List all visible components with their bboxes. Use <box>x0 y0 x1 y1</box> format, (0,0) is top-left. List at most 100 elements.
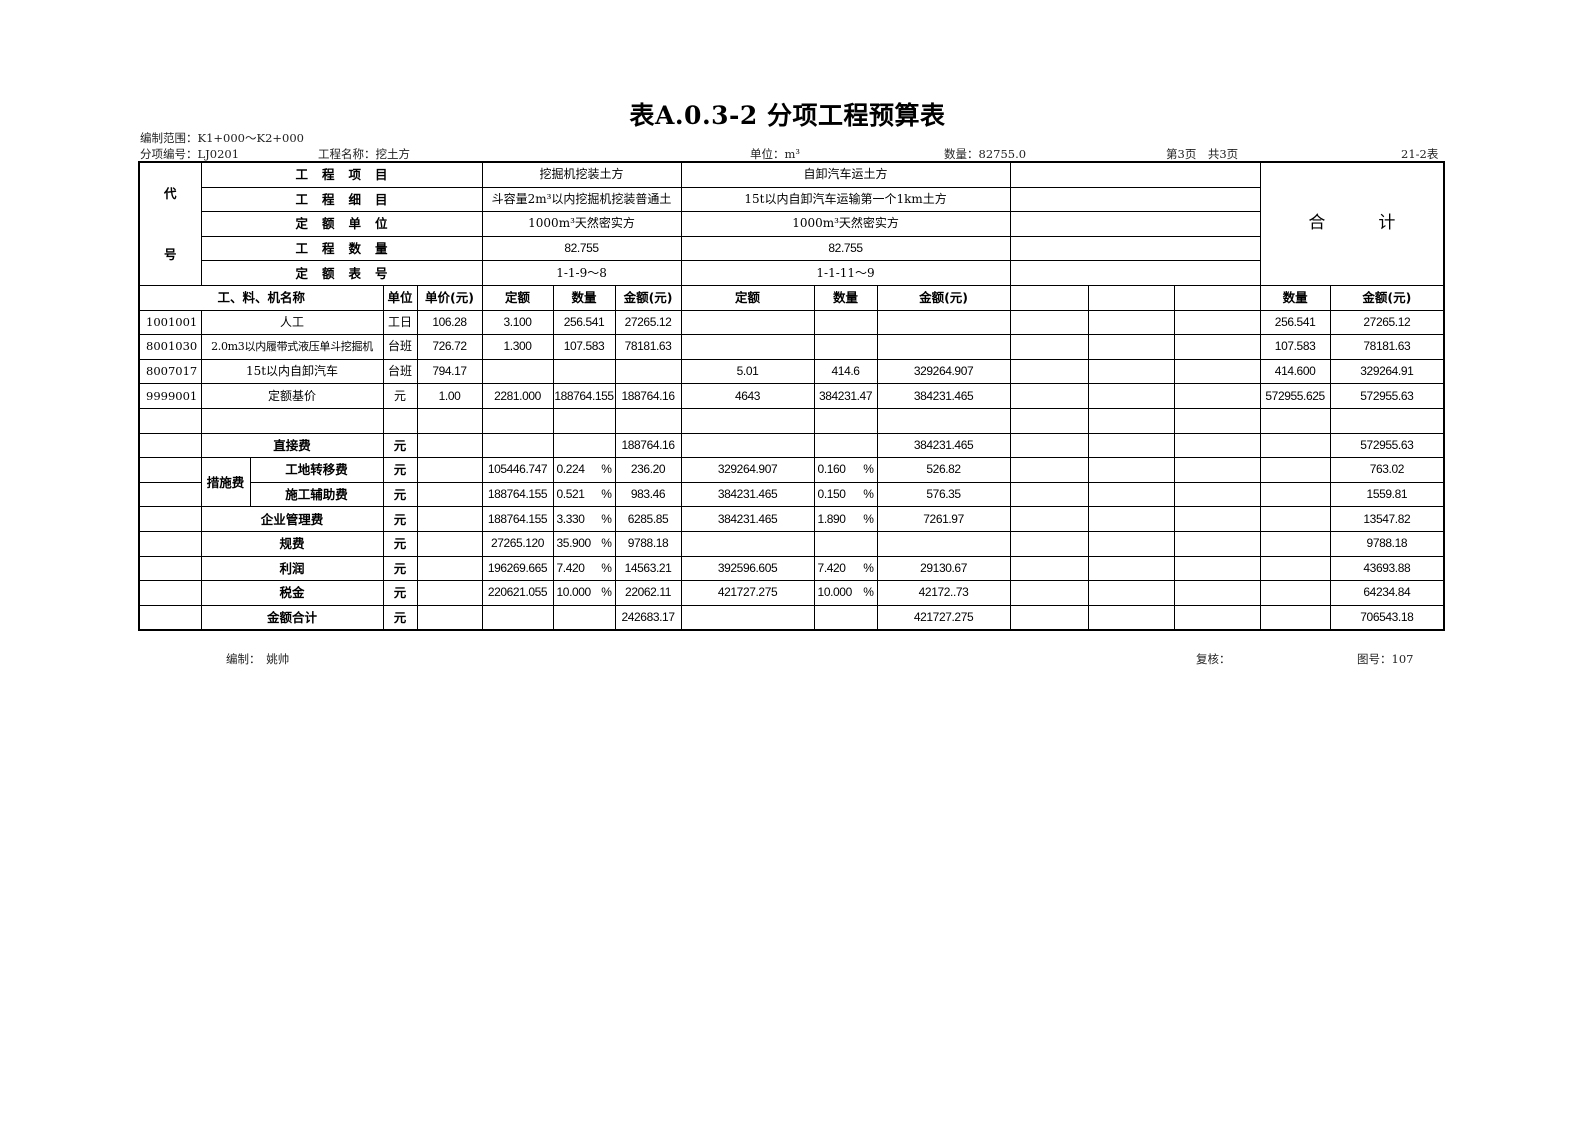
fee-b-rate <box>813 432 878 459</box>
fee-label: 利润 <box>200 555 384 582</box>
fee-label: 金额合计 <box>200 604 384 631</box>
empty <box>416 555 483 582</box>
item-a-qty: 188764.155 <box>552 383 616 409</box>
header-empty <box>1009 161 1261 188</box>
empty <box>1009 580 1089 606</box>
fee-label: 直接费 <box>200 432 384 459</box>
table-row: 9999001 定额基价元 1.00 2281.000 188764.155 188764… <box>138 383 1445 409</box>
item-b-amount <box>876 309 1011 336</box>
empty <box>1259 506 1331 532</box>
empty <box>1009 432 1089 459</box>
fee-b-amount: 7261.97 <box>876 506 1011 532</box>
item-b-qty <box>813 309 878 336</box>
item-b-amount: 329264.907 <box>876 358 1011 385</box>
percent-sign: % <box>601 462 612 477</box>
item-total-qty: 414.600 <box>1259 358 1331 385</box>
item-b-qty: 384231.47 <box>813 383 878 409</box>
fee-total-amount: 706543.18 <box>1329 604 1445 631</box>
empty <box>416 481 483 508</box>
empty <box>1009 407 1089 434</box>
header-row: 工程细目 斗容量2m³以内挖掘机挖装普通土 15t以内自卸汽车运输第一个1km土方 <box>139 186 1444 213</box>
fee-b-rate: 0.160% <box>813 457 878 483</box>
fee-b-rate <box>813 530 878 557</box>
fee-b-amount: 29130.67 <box>876 555 1011 582</box>
fee-b-base: 329264.907 <box>680 457 815 483</box>
item-a-amount: 188764.16 <box>614 383 682 409</box>
header-value-a: 挖掘机挖装土方 <box>481 161 682 188</box>
empty <box>1009 481 1089 508</box>
fee-a-base: 188764.155 <box>481 506 554 532</box>
item-a-qty: 256.541 <box>552 309 616 336</box>
empty <box>1259 604 1331 631</box>
header-value-a: 1000m³天然密实方 <box>481 211 682 237</box>
item-b-quota <box>680 309 815 336</box>
item-code: 9999001 <box>138 383 202 409</box>
budget-table: 代号工程项目 挖掘机挖装土方 自卸汽车运土方合 计工程细目 斗容量2m³以内挖掘机挖装… <box>138 161 1446 632</box>
unit: 单位：m³ <box>750 147 801 161</box>
fee-row: 企业管理费元 188764.155 3.330% 6285.85 384231.465 1… <box>138 506 1445 532</box>
fee-unit: 元 <box>382 580 418 606</box>
fee-a-base: 188764.155 <box>481 481 554 508</box>
item-unit: 元 <box>382 383 418 409</box>
item-a-qty: 107.583 <box>552 334 616 360</box>
empty <box>1173 407 1261 434</box>
fee-b-base: 421727.275 <box>680 580 815 606</box>
empty <box>1009 383 1089 409</box>
empty <box>1173 457 1261 483</box>
item-a-quota <box>481 358 554 385</box>
item-b-qty <box>813 334 878 360</box>
fee-total-amount: 9788.18 <box>1329 530 1445 557</box>
empty <box>1087 555 1175 582</box>
header-label: 工程项目 <box>200 161 483 188</box>
empty <box>138 530 202 557</box>
empty <box>138 457 202 483</box>
fee-row: 税金元 220621.055 10.000% 22062.11 421727.275 10… <box>138 580 1445 606</box>
empty <box>1009 309 1089 336</box>
fee-total-amount: 64234.84 <box>1329 580 1445 606</box>
item-b-amount <box>876 334 1011 360</box>
empty <box>1259 481 1331 508</box>
fee-a-amount: 14563.21 <box>614 555 682 582</box>
fee-b-base: 384231.465 <box>680 506 815 532</box>
empty <box>1259 530 1331 557</box>
header-value-a: 1-1-9～8 <box>481 260 682 286</box>
table-number: 21-2表 <box>1401 147 1439 161</box>
item-code: 分项编号：LJ0201 <box>140 147 240 161</box>
header-value-b: 1000m³天然密实方 <box>680 211 1011 237</box>
fee-a-amount: 983.46 <box>614 481 682 508</box>
empty <box>552 407 616 434</box>
column-header: 数量 <box>1259 284 1331 311</box>
header-value-a: 斗容量2m³以内挖掘机挖装普通土 <box>481 186 682 213</box>
rate-value: 0.150 <box>817 487 846 502</box>
rate-value: 0.160 <box>817 462 846 477</box>
measures-group-label: 措施费 <box>200 457 251 508</box>
header-label: 定额单位 <box>200 211 483 237</box>
rate-value: 7.420 <box>817 560 846 575</box>
fee-b-base <box>680 604 815 631</box>
fee-a-rate <box>552 604 616 631</box>
fee-a-rate: 35.900% <box>552 530 616 557</box>
column-header <box>1087 284 1175 311</box>
empty <box>1087 530 1175 557</box>
item-b-quota: 4643 <box>680 383 815 409</box>
fee-unit: 元 <box>382 457 418 483</box>
empty <box>1329 407 1445 434</box>
item-b-quota: 5.01 <box>680 358 815 385</box>
rate-value: 3.330 <box>556 511 585 526</box>
rate-value: 7.420 <box>556 560 585 575</box>
empty <box>680 407 815 434</box>
fee-a-rate: 10.000% <box>552 580 616 606</box>
empty <box>1009 530 1089 557</box>
column-header: 工、料、机名称 <box>138 284 384 311</box>
percent-sign: % <box>863 585 874 600</box>
item-code: 8001030 <box>138 334 202 360</box>
fee-a-rate: 3.330% <box>552 506 616 532</box>
header-label: 工程数量 <box>200 235 483 262</box>
empty <box>138 432 202 459</box>
quantity: 数量：82755.0 <box>944 147 1027 161</box>
fee-a-base: 196269.665 <box>481 555 554 582</box>
code-label-bottom: 号 <box>163 246 177 262</box>
fee-unit: 元 <box>382 432 418 459</box>
item-code: 8007017 <box>138 358 202 385</box>
page-number: 第3页 共3页 <box>1166 147 1239 161</box>
